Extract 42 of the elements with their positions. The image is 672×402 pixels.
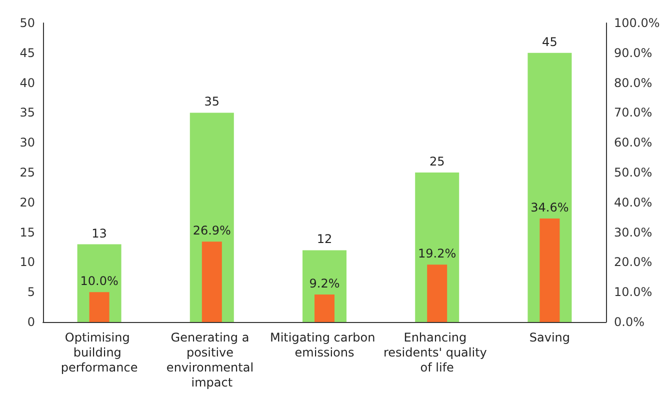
x-tick-label: Saving — [529, 330, 570, 344]
y-tick-label: 10 — [20, 255, 35, 270]
data-label: 34.6% — [530, 200, 569, 215]
y2-tick-label: 40.0% — [614, 195, 652, 210]
data-label: 10.0% — [80, 274, 118, 288]
y2-tick-label: 70.0% — [614, 106, 652, 120]
bar — [89, 292, 110, 322]
bar — [314, 294, 334, 322]
bar — [202, 242, 222, 322]
data-label: 35 — [204, 94, 220, 109]
x-tick-label: Optimising building performance — [60, 330, 138, 374]
y-tick-label: 20 — [20, 195, 35, 210]
y2-tick-label: 50.0% — [614, 166, 652, 180]
y-tick-label: 45 — [20, 46, 35, 60]
y2-tick-label: 10.0% — [614, 285, 652, 300]
x-tick-label: Mitigating carbon emissions — [270, 330, 380, 360]
y-tick-label: 0 — [27, 315, 35, 329]
y2-tick-label: 0.0% — [614, 315, 644, 329]
y-tick-label: 50 — [20, 16, 35, 30]
x-tick-label: Generating a positive environmental impact — [166, 330, 258, 390]
data-label: 9.2% — [309, 276, 340, 290]
y-tick-label: 15 — [20, 225, 35, 240]
y-tick-label: 30 — [20, 136, 35, 150]
y2-tick-label: 90.0% — [614, 46, 652, 60]
bar — [427, 264, 448, 322]
data-label: 13 — [92, 226, 107, 240]
data-label: 12 — [316, 232, 332, 246]
data-label: 19.2% — [418, 246, 456, 261]
bar — [540, 218, 560, 322]
data-label: 45 — [542, 34, 558, 49]
data-label: 25 — [429, 154, 445, 168]
y-tick-label: 40 — [20, 76, 35, 90]
y2-tick-label: 20.0% — [614, 255, 652, 270]
y-tick-label: 25 — [20, 166, 35, 180]
x-tick-label: Enhancing residents' quality of life — [384, 330, 491, 374]
y2-tick-label: 60.0% — [614, 136, 652, 150]
data-label: 26.9% — [192, 224, 231, 238]
y-tick-label: 35 — [20, 106, 35, 120]
y2-tick-label: 100.0% — [614, 16, 660, 30]
y-tick-label: 5 — [27, 285, 35, 300]
y2-tick-label: 30.0% — [614, 225, 652, 240]
y2-tick-label: 80.0% — [614, 76, 652, 90]
